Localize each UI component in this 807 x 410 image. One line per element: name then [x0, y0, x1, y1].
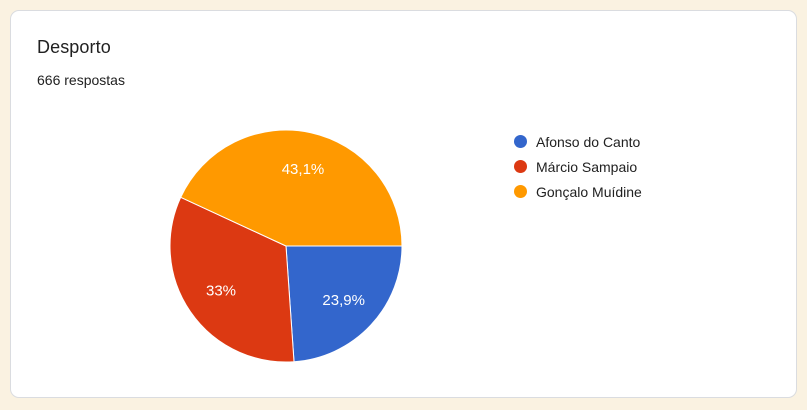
- question-title: Desporto: [37, 37, 111, 57]
- pie-slice-label: 43,1%: [282, 161, 325, 178]
- legend-label: Gonçalo Muídine: [536, 183, 642, 200]
- pie-slice-0[interactable]: [285, 245, 403, 363]
- legend-label: Afonso do Canto: [536, 133, 641, 150]
- pie-slice-label: 23,9%: [322, 292, 365, 309]
- legend-item: Afonso do Canto: [514, 129, 642, 154]
- pie-slice-label: 33%: [206, 283, 236, 300]
- legend-item: Márcio Sampaio: [514, 154, 642, 179]
- chart-legend: Afonso do Canto Márcio Sampaio Gonçalo Muí…: [514, 129, 642, 204]
- pie-chart: 23,9% 33% 43,1%: [169, 129, 403, 363]
- legend-label: Márcio Sampaio: [536, 158, 638, 175]
- legend-item: Gonçalo Muídine: [514, 179, 642, 204]
- legend-dot-icon: [514, 135, 527, 148]
- pie-slice-2[interactable]: [180, 129, 403, 247]
- legend-dot-icon: [514, 160, 527, 173]
- legend-dot-icon: [514, 185, 527, 198]
- response-count: 666 respostas: [37, 72, 125, 88]
- pie-slice-1[interactable]: [169, 196, 295, 363]
- question-card: Desporto 666 respostas 23,9% 33% 43,1% Afo…: [10, 10, 797, 398]
